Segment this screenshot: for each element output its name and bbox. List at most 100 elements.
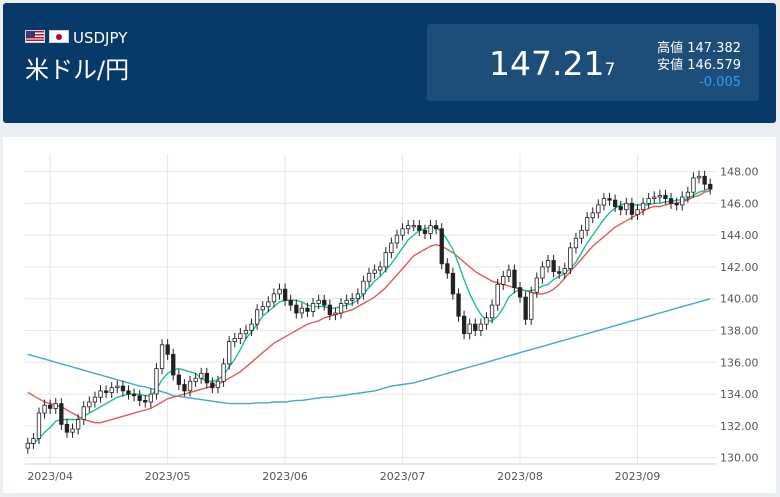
x-tick-label: 2023/05	[145, 470, 191, 483]
candle-up	[640, 202, 646, 211]
candle-up	[540, 266, 545, 279]
y-tick-label: 136.00	[720, 356, 759, 369]
candle-up	[42, 404, 47, 414]
candle-up	[657, 195, 662, 198]
candle-up	[115, 385, 120, 389]
candle-down	[204, 372, 210, 384]
price-change: -0.005	[699, 75, 741, 90]
candle-up	[232, 337, 237, 342]
candle-down	[120, 385, 126, 392]
currency-flags	[25, 30, 69, 43]
ma-long-line	[27, 298, 711, 405]
candle-down	[176, 374, 182, 385]
candle-down	[143, 399, 148, 403]
price-pip: 7	[604, 60, 616, 80]
candle-down	[327, 304, 333, 316]
candle-up	[92, 396, 98, 403]
candle-up	[266, 301, 271, 308]
candle-up	[221, 363, 226, 382]
candle-up	[585, 217, 590, 231]
candle-down	[473, 323, 478, 331]
pair-header: USDJPY 米ドル/円 147.217 高値 147.382 安値 146.5…	[3, 3, 776, 123]
candle-down	[517, 287, 523, 298]
candle-up	[372, 269, 377, 274]
candle-up	[545, 260, 551, 268]
candle-up	[405, 225, 411, 230]
candle-down	[282, 288, 288, 301]
candle-down	[165, 344, 170, 355]
candle-down	[629, 202, 635, 215]
candle-down	[322, 299, 327, 306]
candle-down	[417, 225, 422, 231]
candle-up	[529, 291, 534, 320]
candle-up	[148, 393, 154, 403]
candle-down	[59, 403, 64, 425]
candle-up	[277, 288, 282, 295]
candle-up	[81, 406, 86, 420]
candle-down	[618, 206, 623, 211]
us-flag-icon	[25, 30, 45, 43]
y-tick-label: 140.00	[720, 293, 759, 306]
pair-name: 米ドル/円	[25, 56, 130, 84]
candle-up	[411, 225, 416, 228]
candle-down	[450, 272, 456, 295]
candle-up	[691, 177, 696, 193]
y-tick-label: 142.00	[720, 261, 759, 274]
candle-up	[350, 298, 355, 301]
ma-short-line	[27, 186, 711, 444]
candle-up	[260, 306, 265, 311]
candle-up	[193, 377, 198, 382]
candle-up	[249, 323, 254, 331]
candle-up	[400, 228, 405, 236]
quote-panel: 147.217 高値 147.382 安値 146.579 -0.005	[427, 24, 759, 101]
candle-down	[126, 390, 131, 395]
candle-up	[36, 412, 42, 439]
candle-down	[131, 393, 137, 397]
candle-up	[238, 333, 243, 339]
candle-up	[355, 293, 361, 300]
candle-down	[613, 199, 618, 207]
candle-up	[467, 323, 472, 335]
candle-up	[53, 403, 58, 409]
high-low-box: 高値 147.382 安値 146.579 -0.005	[657, 40, 741, 91]
candle-down	[305, 307, 310, 312]
candle-up	[652, 196, 657, 200]
candle-up	[366, 272, 372, 282]
candle-up	[271, 293, 277, 303]
candle-up	[635, 209, 640, 215]
candle-up	[333, 312, 338, 316]
candle-down	[445, 263, 450, 274]
candle-up	[199, 372, 204, 379]
candle-down	[137, 395, 142, 401]
candle-up	[680, 196, 685, 206]
candle-up	[534, 277, 539, 293]
candle-up	[76, 419, 81, 430]
candle-down	[64, 423, 70, 433]
y-tick-label: 130.00	[720, 452, 759, 465]
candle-up	[579, 229, 584, 239]
candle-down	[551, 260, 556, 273]
candle-down	[210, 382, 215, 389]
candle-up	[495, 283, 500, 306]
x-tick-label: 2023/04	[27, 470, 73, 483]
y-tick-label: 148.00	[720, 166, 759, 179]
candle-up	[562, 268, 567, 274]
candle-up	[573, 237, 579, 249]
high-row: 高値 147.382	[657, 40, 741, 57]
x-tick-label: 2023/06	[262, 470, 308, 483]
low-row: 安値 146.579	[657, 57, 741, 74]
candle-up	[646, 198, 651, 204]
candle-down	[288, 299, 293, 306]
x-tick-label: 2023/07	[380, 470, 426, 483]
candle-up	[378, 266, 383, 271]
high-value: 147.382	[687, 41, 741, 56]
candlestick-chart[interactable]: 130.00 132.00 134.00 136.00 138.00 140.00 142.…	[3, 137, 776, 493]
candle-down	[433, 225, 439, 230]
candle-down	[557, 271, 562, 274]
candle-up	[596, 204, 601, 214]
candle-up	[501, 275, 506, 285]
candle-up	[484, 317, 489, 325]
candle-up	[624, 202, 629, 211]
candle-up	[243, 330, 249, 335]
y-tick-label: 146.00	[720, 197, 759, 210]
